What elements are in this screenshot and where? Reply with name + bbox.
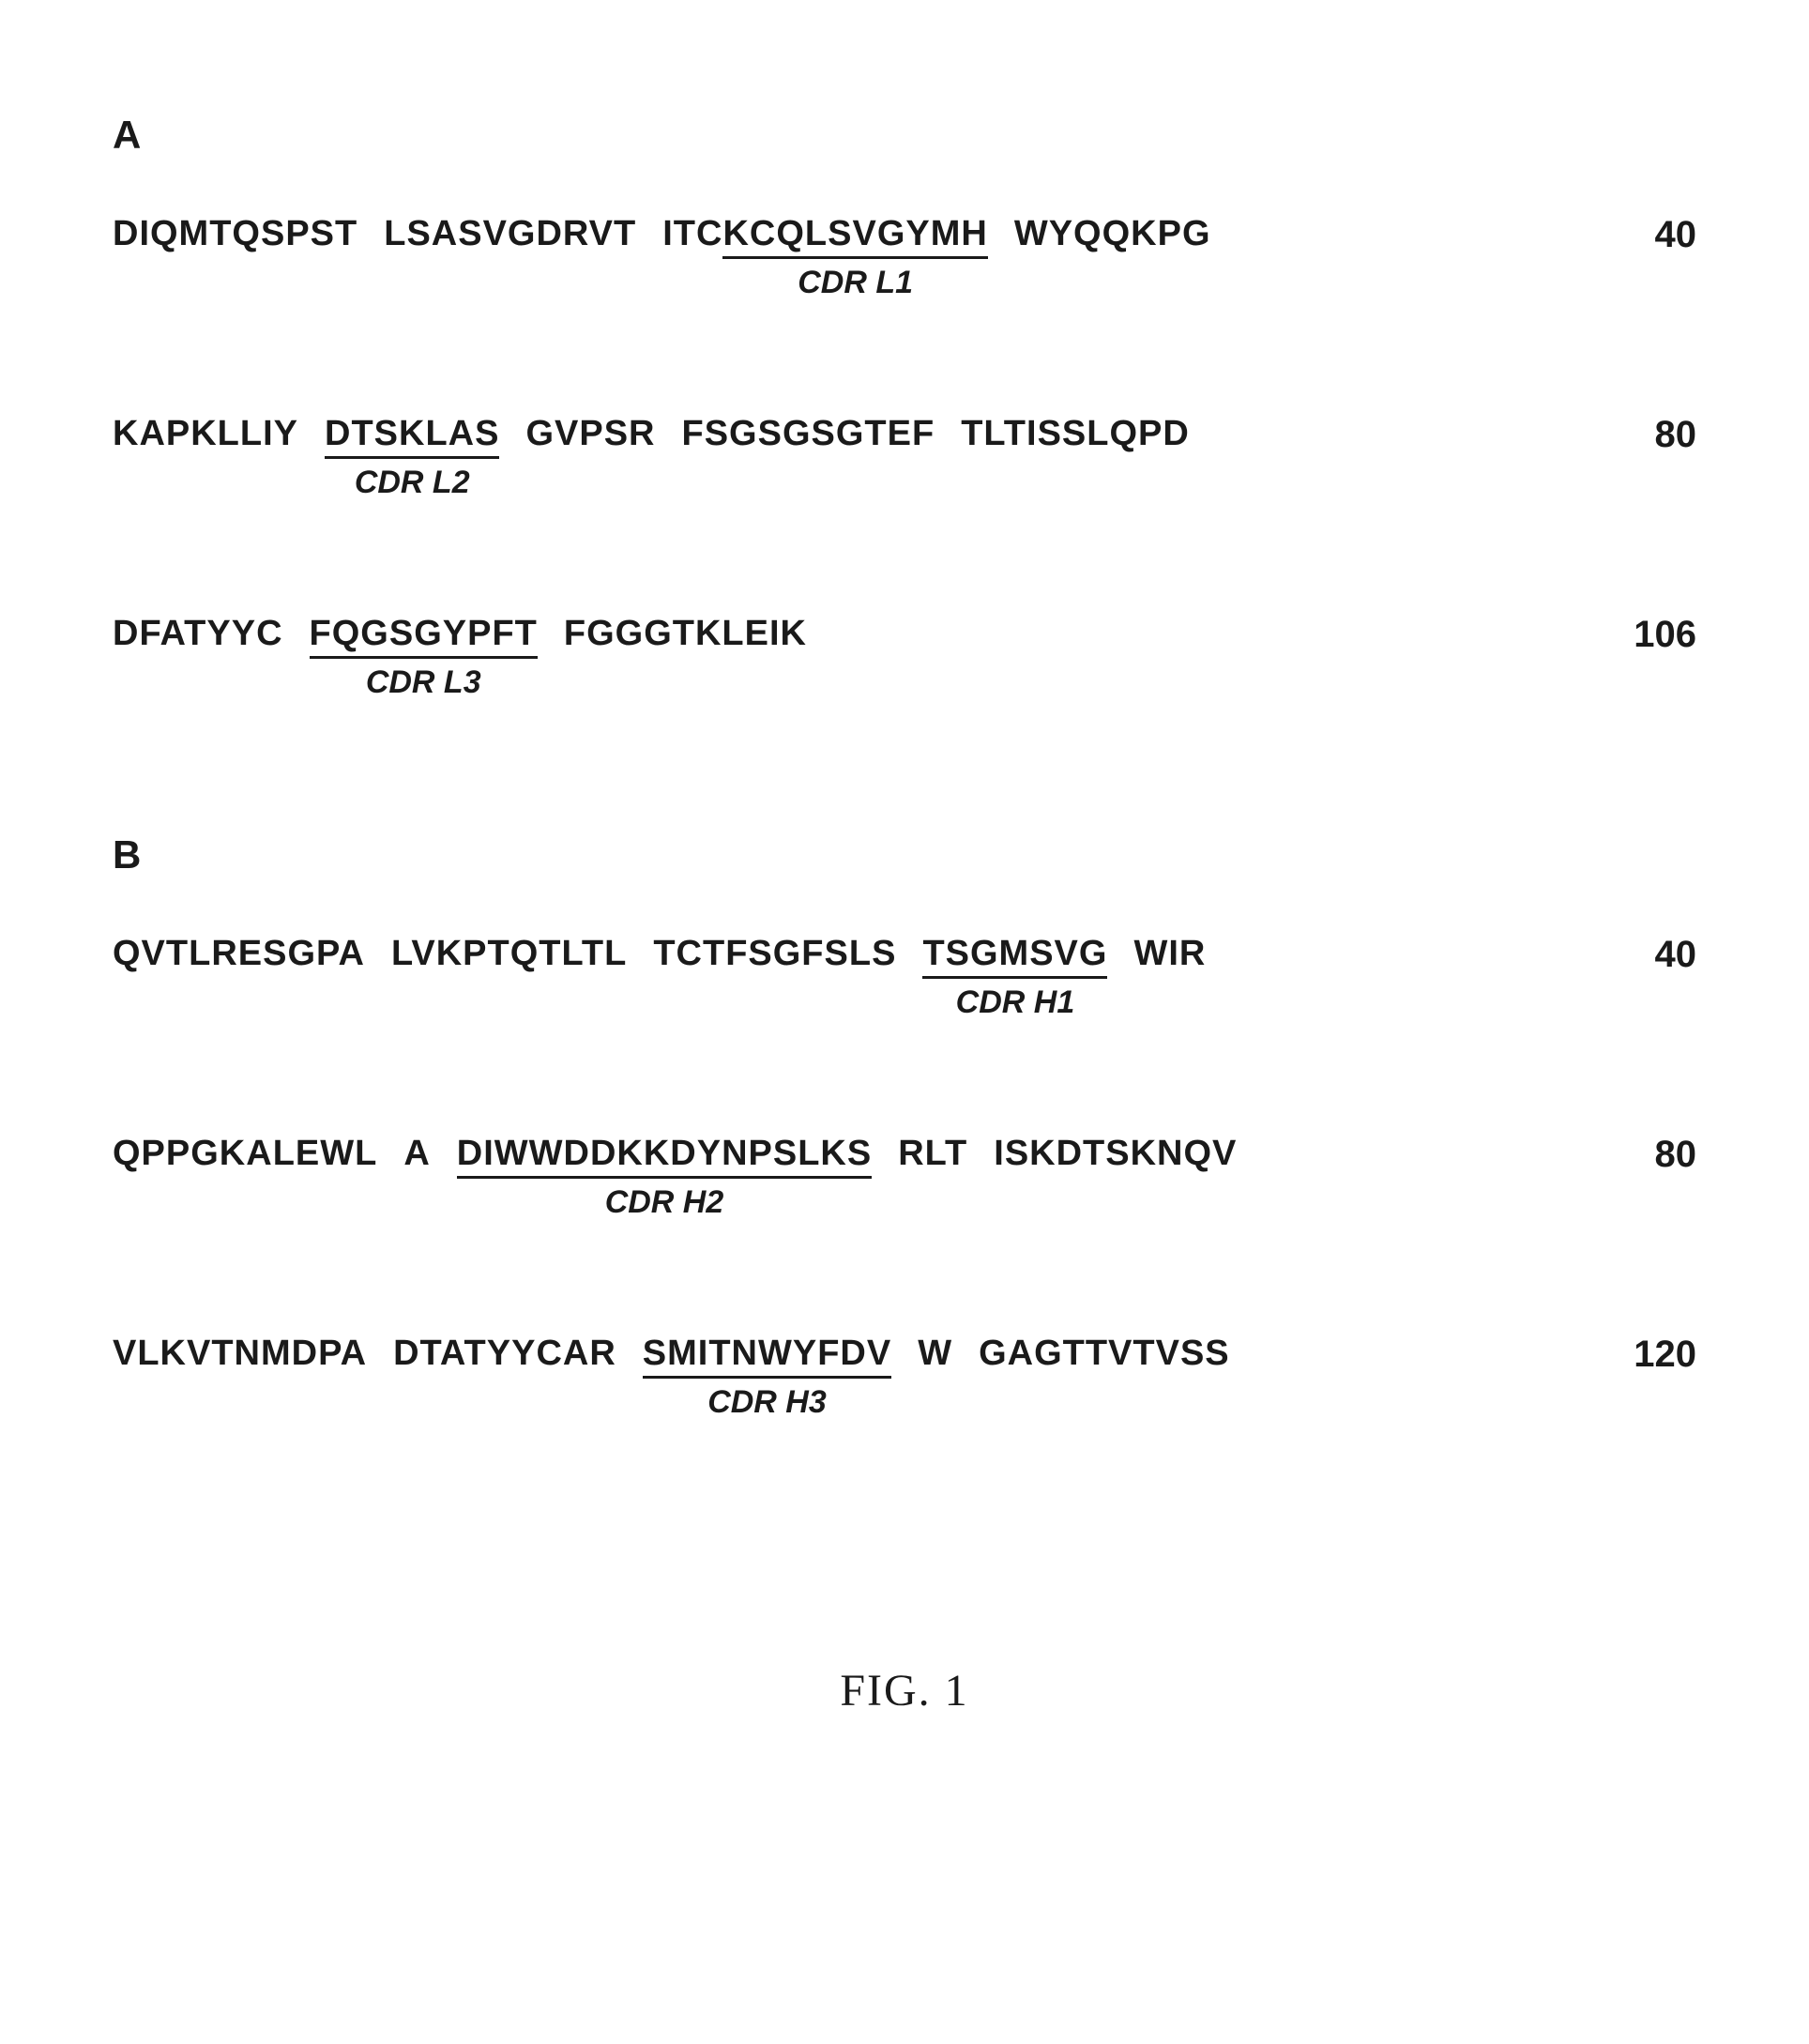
seq-segment: LVKPTQTLTL	[391, 934, 627, 974]
seq-line: DIQMTQSPST LSASVGDRVT ITC KCQLSVGYMH CDR…	[113, 214, 1696, 301]
seq-segment: WYQQKPG	[1014, 214, 1211, 254]
seq-line: QPPGKALEWL A DIWWDDKKDYNPSLKS CDR H2 RLT…	[113, 1134, 1696, 1221]
cdr-label: CDR H1	[956, 984, 1075, 1021]
seq-line: DFATYYC FQGSGYPFT CDR L3 FGGGTKLEIK 106	[113, 614, 1696, 701]
cdr-sequence: TSGMSVG	[922, 934, 1107, 979]
figure-caption: FIG. 1	[113, 1665, 1696, 1716]
panel-b: B QVTLRESGPA LVKPTQTLTL TCTFSGFSLS TSGMS…	[113, 832, 1696, 1421]
seq-segment: TCTFSGFSLS	[653, 934, 896, 974]
cdr-region: FQGSGYPFT CDR L3	[310, 614, 538, 701]
cdr-region: TSGMSVG CDR H1	[922, 934, 1107, 1021]
seq-segment: FSGSGSGTEF	[682, 414, 935, 454]
seq-segment: RLT	[898, 1134, 967, 1174]
seq-segment: GVPSR	[525, 414, 655, 454]
seq-segment: WIR	[1133, 934, 1206, 974]
cdr-region: DIWWDDKKDYNPSLKS CDR H2	[457, 1134, 872, 1221]
seq-segment: QVTLRESGPA	[113, 934, 365, 974]
cdr-label: CDR L2	[355, 465, 470, 501]
panel-b-label: B	[113, 832, 1696, 877]
cdr-region: KCQLSVGYMH CDR L1	[722, 214, 987, 301]
seq-segment: ITC	[662, 214, 722, 254]
position-number: 106	[1596, 614, 1696, 656]
position-number: 40	[1618, 214, 1697, 256]
seq-segment: ISKDTSKNQV	[994, 1134, 1237, 1174]
cdr-label: CDR H3	[707, 1384, 827, 1421]
position-number: 80	[1618, 414, 1697, 456]
seq-segment: DFATYYC	[113, 614, 283, 654]
seq-segment: A	[403, 1134, 430, 1174]
position-number: 40	[1618, 934, 1697, 976]
seq-line: QVTLRESGPA LVKPTQTLTL TCTFSGFSLS TSGMSVG…	[113, 934, 1696, 1021]
seq-segment: W	[918, 1334, 952, 1374]
seq-segment: DTATYYCAR	[393, 1334, 616, 1374]
seq-line: VLKVTNMDPA DTATYYCAR SMITNWYFDV CDR H3 W…	[113, 1334, 1696, 1421]
panel-a: A DIQMTQSPST LSASVGDRVT ITC KCQLSVGYMH C…	[113, 113, 1696, 701]
panel-a-label: A	[113, 113, 1696, 158]
cdr-sequence: KCQLSVGYMH	[722, 214, 987, 259]
cdr-sequence: FQGSGYPFT	[310, 614, 538, 659]
seq-segment: VLKVTNMDPA	[113, 1334, 367, 1374]
seq-segment: DIQMTQSPST	[113, 214, 357, 254]
position-number: 80	[1618, 1134, 1697, 1176]
cdr-label: CDR L3	[366, 664, 481, 701]
seq-segment: QPPGKALEWL	[113, 1134, 377, 1174]
seq-segment: TLTISSLQPD	[961, 414, 1190, 454]
seq-segment: KAPKLLIY	[113, 414, 298, 454]
position-number: 120	[1596, 1334, 1696, 1376]
seq-segment: FGGGTKLEIK	[564, 614, 807, 654]
seq-line: KAPKLLIY DTSKLAS CDR L2 GVPSR FSGSGSGTEF…	[113, 414, 1696, 501]
seq-segment: GAGTTVTVSS	[979, 1334, 1230, 1374]
cdr-sequence: SMITNWYFDV	[643, 1334, 891, 1379]
cdr-sequence: DIWWDDKKDYNPSLKS	[457, 1134, 872, 1179]
cdr-region: DTSKLAS CDR L2	[325, 414, 499, 501]
seq-segment: LSASVGDRVT	[384, 214, 636, 254]
cdr-label: CDR L1	[798, 265, 913, 301]
cdr-sequence: DTSKLAS	[325, 414, 499, 459]
cdr-label: CDR H2	[605, 1184, 724, 1221]
cdr-region: SMITNWYFDV CDR H3	[643, 1334, 891, 1421]
